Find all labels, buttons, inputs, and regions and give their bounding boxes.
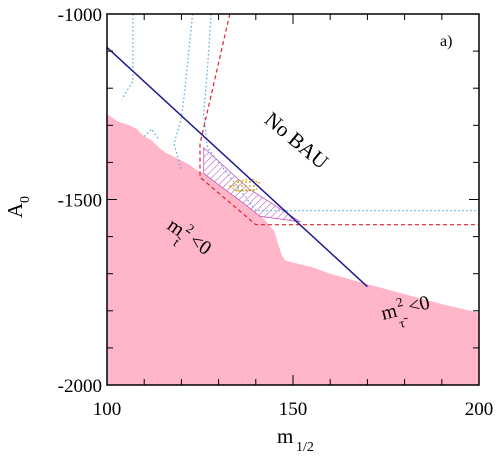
dotted-blob-region: [228, 178, 261, 192]
x-axis-label-main: m: [277, 424, 293, 448]
axis-ticks: 100 150 200 -2000 -1500 -1000: [58, 5, 494, 420]
excluded-region: [107, 114, 479, 385]
x-tick-label: 150: [279, 399, 308, 420]
y-axis-label-main: A: [3, 202, 27, 218]
stau-label-rel: <0: [406, 292, 432, 318]
hatched-allowed-region: [203, 146, 301, 223]
x-tick-label: 100: [93, 399, 122, 420]
blue-dotted-contour-left: [121, 14, 134, 100]
blue-dotted-contour-middle: [173, 14, 194, 170]
y-tick-label: -1500: [58, 191, 102, 212]
x-axis-label: m 1/2: [277, 424, 314, 455]
y-axis-label-sub: 0: [18, 196, 33, 203]
y-tick-label: -2000: [58, 376, 102, 397]
x-axis-label-sub: 1/2: [296, 440, 314, 455]
y-axis-label: A 0: [3, 196, 33, 218]
x-tick-label: 200: [465, 399, 494, 420]
bau-boundary-line: [107, 46, 368, 288]
panel-label: a): [440, 33, 452, 50]
no-bau-label: No BAU: [260, 107, 333, 174]
blue-dotted-contour-right: [203, 14, 479, 212]
y-tick-label: -1000: [58, 5, 102, 26]
stau-label-m: m: [379, 300, 400, 325]
stau-label-sup: 2: [394, 294, 404, 310]
